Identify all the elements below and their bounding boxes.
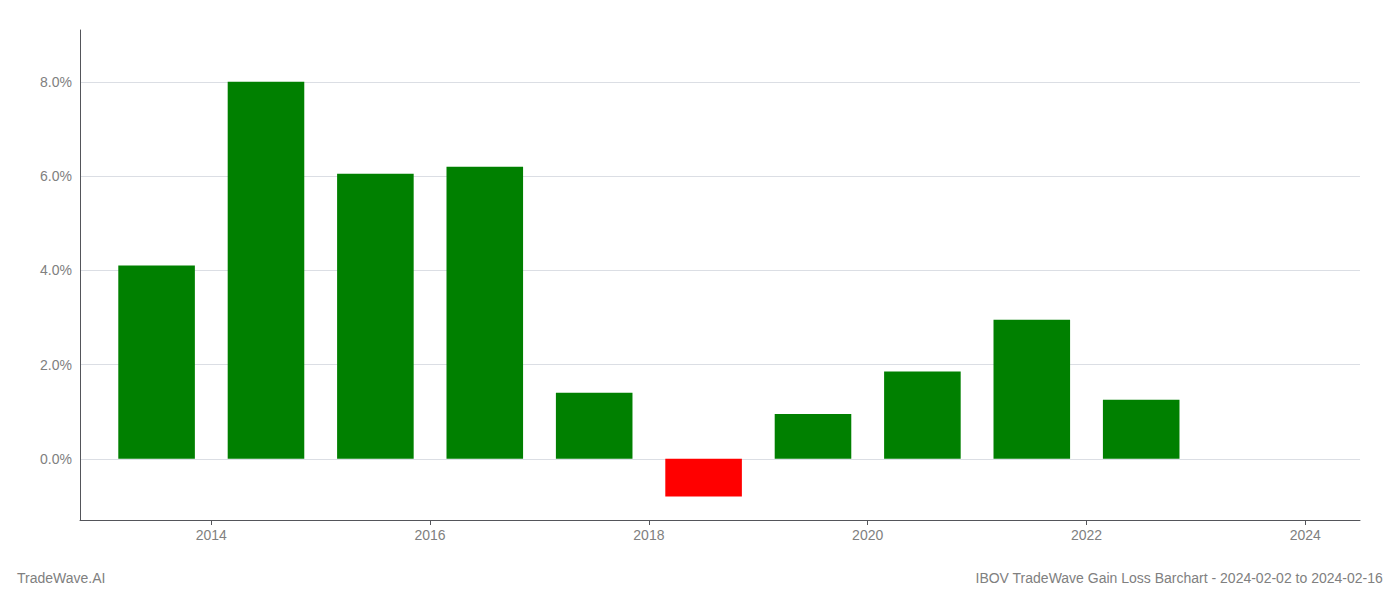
svg-text:2024: 2024 <box>1290 527 1321 543</box>
svg-text:2020: 2020 <box>852 527 883 543</box>
svg-text:2014: 2014 <box>196 527 227 543</box>
svg-text:2016: 2016 <box>415 527 446 543</box>
svg-text:IBOV TradeWave Gain Loss Barch: IBOV TradeWave Gain Loss Barchart - 2024… <box>975 570 1382 586</box>
svg-text:4.0%: 4.0% <box>40 262 72 278</box>
svg-text:2.0%: 2.0% <box>40 357 72 373</box>
svg-text:2022: 2022 <box>1071 527 1102 543</box>
svg-text:0.0%: 0.0% <box>40 451 72 467</box>
svg-text:6.0%: 6.0% <box>40 168 72 184</box>
svg-text:2018: 2018 <box>633 527 664 543</box>
svg-text:TradeWave.AI: TradeWave.AI <box>17 570 105 586</box>
svg-text:8.0%: 8.0% <box>40 74 72 90</box>
